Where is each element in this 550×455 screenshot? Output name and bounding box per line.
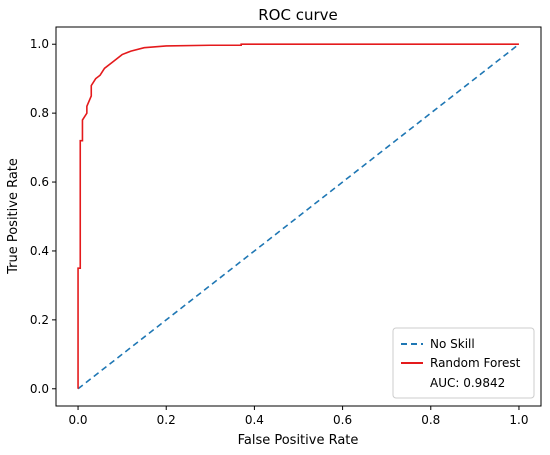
series-layer — [77, 43, 520, 390]
x-tick-label: 0.6 — [333, 413, 352, 427]
y-tick-label: 0.2 — [30, 313, 49, 327]
series-line-random-forest — [77, 43, 519, 389]
x-axis-label: False Positive Rate — [238, 433, 359, 448]
y-tick-label: 1.0 — [30, 37, 49, 51]
y-axis-label: True Positive Rate — [6, 158, 21, 275]
chart-title: ROC curve — [258, 6, 338, 24]
legend-label-no-skill: No Skill — [430, 337, 475, 351]
x-tick-label: 0.4 — [245, 413, 264, 427]
series-line-no-skill — [77, 43, 520, 390]
y-tick-label: 0.0 — [30, 382, 49, 396]
legend-box — [392, 327, 535, 399]
legend-label-random-forest: Random Forest — [430, 356, 521, 370]
x-tick-label: 0.0 — [68, 413, 87, 427]
x-axis-ticks: 0.0 0.2 0.4 0.6 0.8 1.0 — [68, 406, 529, 427]
x-tick-label: 0.8 — [421, 413, 440, 427]
legend: No Skill Random Forest AUC: 0.9842 — [392, 327, 535, 399]
y-tick-label: 0.6 — [30, 175, 49, 189]
y-tick-label: 0.4 — [30, 244, 49, 258]
plot-area — [55, 26, 542, 407]
x-tick-label: 0.2 — [157, 413, 176, 427]
y-axis-ticks: 0.0 0.2 0.4 0.6 0.8 1.0 — [30, 37, 56, 396]
auc-annotation: AUC: 0.9842 — [430, 376, 505, 390]
y-tick-label: 0.8 — [30, 106, 49, 120]
x-tick-label: 1.0 — [509, 413, 528, 427]
